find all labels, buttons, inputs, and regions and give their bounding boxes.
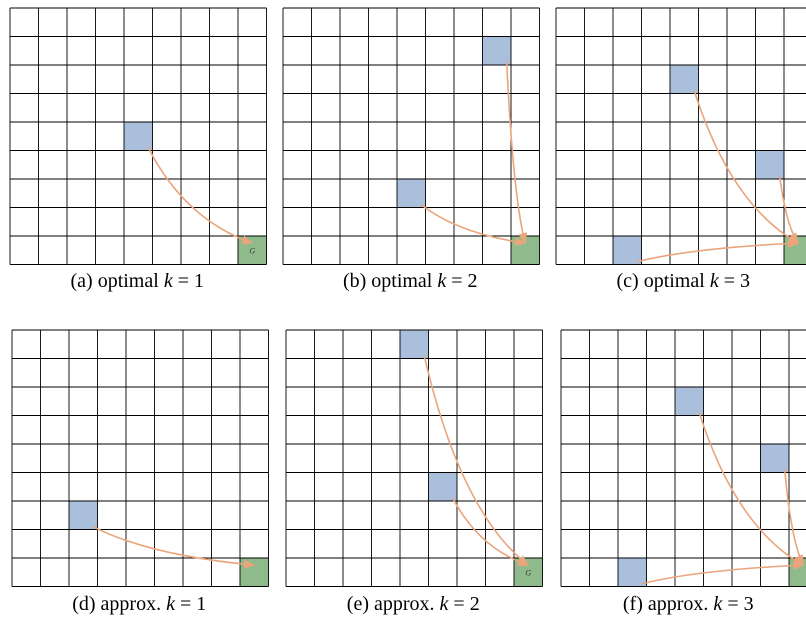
panel-c [555,7,806,296]
caption-variable: k [437,270,447,292]
arrow-2 [452,497,530,567]
caption-prefix: (e) approx. [346,593,440,615]
caption-f: (f) approx. k = 3 [560,593,806,616]
caption-variable: k [713,593,723,615]
agent-cell-1 [69,501,98,530]
arrow-1 [92,525,256,569]
caption-prefix: (f) approx. [622,593,714,615]
agent-cell-1 [124,122,153,151]
agent-cell-1 [482,36,511,65]
agent-cell-2 [760,444,789,473]
caption-relation: = 3 [722,593,754,615]
panel-f [560,329,806,619]
goal-cell [784,236,806,265]
arrow-2 [420,204,527,247]
caption-b: (b) optimal k = 2 [282,270,539,293]
goal-label: G [525,568,531,577]
caption-e: (e) approx. k = 2 [285,593,542,616]
grid-f [560,329,806,587]
arrow-1 [698,412,805,566]
grid-lines [282,7,540,265]
caption-c: (c) optimal k = 3 [555,270,806,293]
caption-d: (d) approx. k = 1 [11,593,268,616]
caption-variable: k [439,593,449,615]
goal-cell [240,558,269,587]
grid-lines [560,329,806,587]
agent-cell-1 [400,330,429,359]
arrow-1 [693,90,800,244]
grid-e: G [285,329,543,587]
grid-lines [11,329,269,587]
caption-relation: = 3 [718,270,750,292]
arrow-1 [423,355,530,566]
agent-cell-3 [613,236,642,265]
grid-c [555,7,806,265]
goal-label: G [249,246,255,255]
arrow-3 [642,561,805,585]
caption-relation: = 1 [172,270,204,292]
agent-cell-1 [670,65,699,94]
caption-variable: k [166,593,175,615]
caption-variable: k [163,270,173,292]
arrow-3 [637,239,800,263]
grid-lines [285,329,543,587]
caption-relation: = 2 [446,270,478,292]
arrow-2 [783,469,804,567]
agent-cell-2 [397,179,426,208]
grid-b [282,7,540,265]
caption-prefix: (a) optimal [70,270,164,292]
agent-cell-2 [755,150,784,179]
agent-cell-3 [618,558,647,587]
panel-d [11,329,269,619]
panel-a: G [9,7,267,296]
arrow-1 [147,147,254,244]
panel-b [282,7,540,296]
caption-prefix: (c) optimal [616,270,710,292]
agent-cell-1 [675,387,704,416]
arrow-1 [505,62,527,245]
caption-relation: = 2 [448,593,480,615]
panel-e: G [285,329,543,619]
grid-d [11,329,269,587]
caption-relation: = 1 [174,593,207,615]
agent-cell-2 [428,472,457,501]
grid-a: G [9,7,267,265]
caption-a: (a) optimal k = 1 [9,270,266,293]
caption-prefix: (d) approx. [72,593,167,615]
caption-variable: k [709,270,719,292]
grid-lines [555,7,806,265]
caption-prefix: (b) optimal [342,270,438,292]
